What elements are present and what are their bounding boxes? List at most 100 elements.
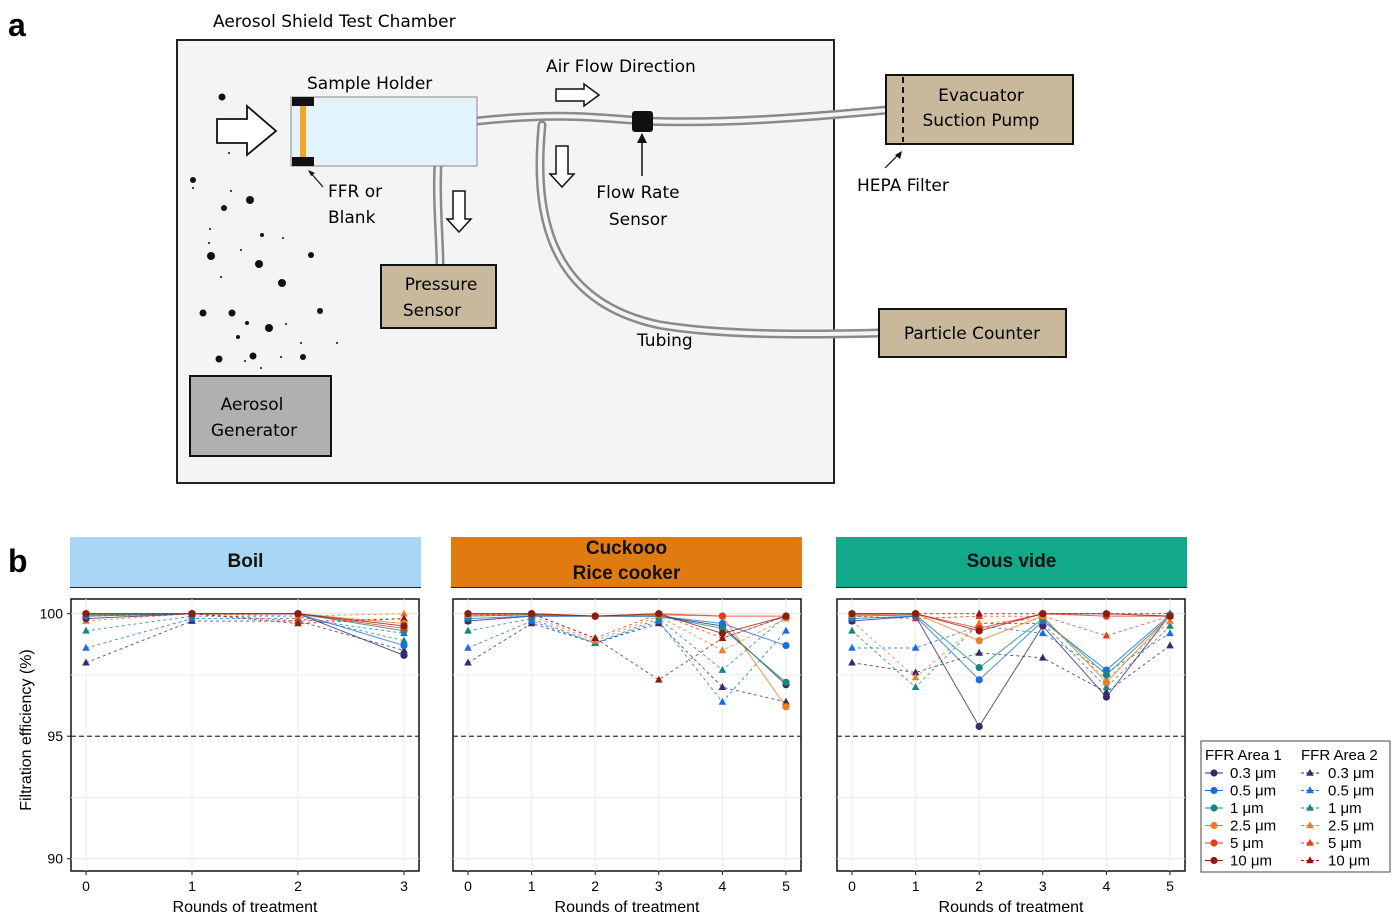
aerosol-particle [282,237,284,239]
legend-title-area1: FFR Area 1 [1205,747,1282,764]
series-line-area1 [467,614,787,683]
particle-counter-box [878,308,1067,358]
data-point-area1 [464,610,472,618]
data-point-area2 [848,643,856,651]
data-point-area1 [975,627,983,635]
data-point-area1 [975,637,983,645]
x-tick-label: 1 [528,878,536,894]
data-point-area1 [782,641,790,650]
y-tick-label: 95 [47,728,63,744]
series-line-area2 [85,618,405,649]
ffr-pointer-head-icon [308,170,315,176]
data-point-area1 [1039,610,1047,618]
legend-marker-area1 [1210,856,1218,865]
x-tick-label: 4 [719,878,727,894]
legend-label-area1: 10 μm [1230,853,1272,870]
data-point-area2 [1102,687,1111,695]
legend-label-area2: 2.5 μm [1328,818,1374,835]
data-point-area1 [718,629,727,637]
ffr-label: FFR or Blank [328,182,382,228]
legend-marker-area2 [1306,768,1314,776]
y-tick-label: 90 [47,851,63,867]
legend: FFR Area 1 FFR Area 20.3 μm 0.3 μm0.5 μm 0.… [1200,740,1391,873]
aerosol-particle [317,308,323,314]
data-point-area2 [718,665,727,673]
data-point-area2 [1039,653,1047,661]
data-point-area1 [975,676,983,684]
chamber-title: Aerosol Shield Test Chamber [213,12,456,32]
data-point-area2 [82,658,90,666]
aerosol-particle [209,228,211,230]
series-line-area2 [468,613,787,681]
aerosol-particle [260,233,264,237]
facet-header-sous-vide: Sous vide [836,537,1187,588]
y-tick-label: 100 [40,606,64,622]
data-point-area2 [400,636,408,644]
panel-label-a: a [8,7,26,43]
aerosol-particles [190,93,338,369]
data-point-area1 [400,641,408,650]
legend-marker-area2 [1306,838,1314,846]
aerosol-particle [308,252,314,258]
facet-header-cuckoo: Cuckooo Rice cooker [451,537,802,588]
hepa-label: HEPA Filter [857,176,949,196]
data-point-area2 [82,643,90,651]
data-point-area1 [848,610,856,618]
ffr-label-line1: FFR or [328,182,382,202]
data-point-area2 [911,668,920,676]
data-point-area2 [464,626,472,634]
aerosol-particle [280,356,282,358]
legend-marker-area2 [1306,786,1314,794]
aerosol-particle [255,260,263,268]
data-point-area1 [1102,678,1110,686]
ffr-label-line2: Blank [328,208,376,228]
aerosol-particle [221,205,227,211]
data-point-area2 [1166,621,1174,629]
x-tick-label: 1 [912,878,920,894]
aerosol-particle [336,342,338,344]
particle-counter-label: Particle Counter [904,324,1040,344]
x-tick-label: 2 [591,878,599,894]
data-point-area1 [718,612,727,620]
data-point-area2 [464,658,472,666]
x-tick-label: 3 [400,878,408,894]
legend-marker-area1 [1210,769,1218,777]
legend-label-area1: 0.3 μm [1230,765,1276,782]
data-point-area1 [188,610,196,618]
series-line-area2 [467,615,787,671]
legend-label-area1: 5 μm [1230,835,1264,852]
data-point-area2 [848,658,856,666]
data-point-area2 [1166,616,1174,624]
data-point-area2 [782,697,790,705]
data-point-area2 [975,609,983,617]
inlet-arrow-icon [216,104,278,157]
x-tick-label: 1 [188,878,196,894]
series-line-area2 [467,622,787,703]
aerosol-particle [215,355,223,363]
aerosol-particle [218,93,226,101]
pressure-sensor-box [380,264,497,329]
data-point-area1 [294,610,302,618]
data-point-area2 [1039,629,1047,637]
data-point-area2 [400,646,408,654]
plot-frame [836,598,1186,872]
series-line-area2 [85,613,405,622]
data-point-area2 [782,626,790,634]
facet-header-boil: Boil [70,537,421,588]
legend-marker-area2 [1306,821,1314,829]
data-point-area2 [294,619,302,627]
aerosol-particle [246,196,254,204]
air-flow-label: Air Flow Direction [546,57,696,77]
data-point-area2 [975,619,983,627]
legend-label-area2: 0.5 μm [1328,783,1374,800]
data-point-area2 [911,643,920,651]
data-point-area2 [464,643,472,651]
down-arrow-counter-icon [548,145,576,189]
series-line-area2 [851,623,1171,688]
aerosol-generator-label: Aerosol Generator [211,395,297,441]
series-line-area2 [467,615,787,651]
data-point-area1 [782,612,790,620]
flow-rate-sensor-icon [632,111,653,132]
aerosol-particle [208,242,210,244]
